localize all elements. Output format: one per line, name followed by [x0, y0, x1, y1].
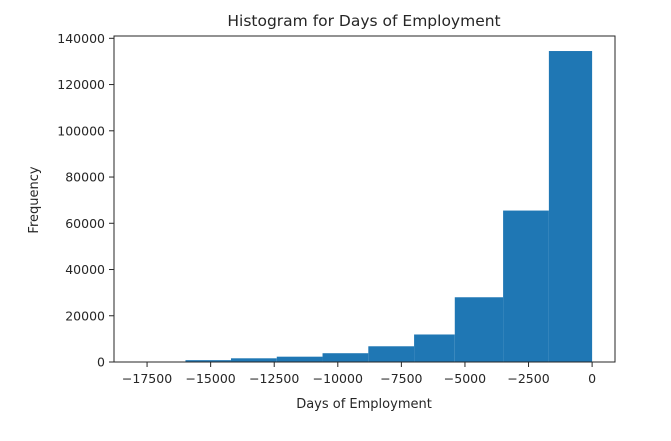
- histogram-bar: [414, 334, 455, 362]
- chart-title: Histogram for Days of Employment: [227, 12, 500, 30]
- x-tick-label: −15000: [186, 371, 236, 386]
- y-tick-label: 20000: [65, 308, 105, 323]
- y-tick-label: 140000: [57, 31, 105, 46]
- y-axis: 0 20000 40000 60000 80000 100000 120000 140000: [57, 31, 114, 370]
- x-tick-label: −12500: [249, 371, 299, 386]
- y-tick-label: 120000: [57, 77, 105, 92]
- x-tick-label: −7500: [380, 371, 422, 386]
- histogram-bar: [276, 356, 323, 362]
- histogram-bar: [230, 358, 277, 362]
- x-tick-label: −10000: [313, 371, 363, 386]
- histogram-bar: [322, 353, 369, 362]
- plot-frame: [113, 35, 616, 363]
- histogram-bar: [368, 346, 415, 362]
- x-tick-label: −2500: [507, 371, 549, 386]
- histogram-bar: [454, 297, 504, 362]
- y-tick-label: 0: [97, 355, 105, 370]
- histogram-bar: [548, 51, 593, 362]
- x-tick-label: −17500: [122, 371, 172, 386]
- histogram-bar: [185, 360, 231, 362]
- x-tick-label: 0: [588, 371, 596, 386]
- y-axis-label: Frequency: [27, 166, 42, 233]
- y-tick-label: 80000: [65, 170, 105, 185]
- bars-group: [136, 51, 593, 362]
- histogram-bar: [503, 210, 549, 362]
- x-axis-label: Days of Employment: [296, 397, 432, 412]
- y-tick-label: 60000: [65, 216, 105, 231]
- x-tick-label: −5000: [444, 371, 486, 386]
- y-tick-label: 40000: [65, 262, 105, 277]
- x-axis: −17500 −15000 −12500 −10000 −7500 −5000 −2500 0: [122, 362, 596, 386]
- y-tick-label: 100000: [57, 123, 105, 138]
